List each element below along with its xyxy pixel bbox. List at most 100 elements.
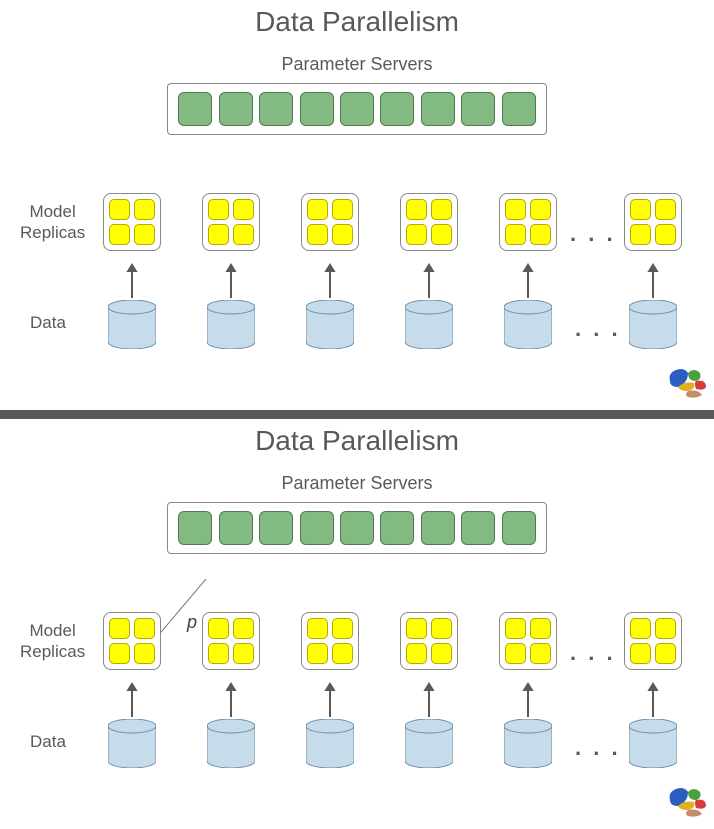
replica-cell [307,224,328,245]
replica-cell [655,618,676,639]
replica-cell [332,199,353,220]
data-arrow [419,682,439,722]
data-arrow [122,682,142,722]
data-arrow [643,682,663,722]
data-row-bottom: Data . . . [0,682,714,774]
replica-cell [530,224,551,245]
data-cylinder [306,719,354,773]
replica-cell [505,199,526,220]
replica-cell [332,618,353,639]
title-bottom: Data Parallelism [0,425,714,457]
model-replica [202,193,260,251]
model-replica [103,193,161,251]
param-server-box [461,92,495,126]
replica-cell [208,643,229,664]
data-cylinder [629,300,677,354]
param-server-box [502,511,536,545]
subtitle-bottom: Parameter Servers [0,473,714,494]
data-cylinder [405,300,453,354]
replica-cell [530,199,551,220]
replica-cell [134,199,155,220]
label-model-replicas-bottom: ModelReplicas [20,620,85,663]
replica-cell [505,224,526,245]
replica-cell [134,224,155,245]
replica-cell [332,643,353,664]
data-cylinder [504,719,552,773]
ellipsis: . . . [570,221,616,247]
replica-cell [208,618,229,639]
param-server-box [178,92,212,126]
model-replica [624,612,682,670]
data-row-top: Data . . . [0,263,714,355]
replica-cell [630,224,651,245]
param-server-box [340,92,374,126]
replica-cell [431,224,452,245]
replica-cell [208,224,229,245]
title-top: Data Parallelism [0,6,714,38]
replica-cell [406,643,427,664]
replica-cell [655,643,676,664]
replica-cell [655,224,676,245]
replica-cell [109,618,130,639]
panel-top: Data Parallelism Parameter Servers Model… [0,6,714,410]
model-replica [400,612,458,670]
brain-icon-bottom [664,784,710,825]
replica-cell [505,618,526,639]
replica-cell [655,199,676,220]
param-server-container-bottom [167,502,547,554]
data-cylinder [207,719,255,773]
replicas-row-top: ModelReplicas . . . [0,193,714,263]
data-cylinder [405,719,453,773]
replica-cell [530,643,551,664]
data-cylinder [207,300,255,354]
data-cylinder [306,300,354,354]
replica-cell [307,199,328,220]
model-replica [499,612,557,670]
replica-cell [208,199,229,220]
model-replica [624,193,682,251]
replica-cell [406,199,427,220]
replica-cell [233,618,254,639]
model-replica [400,193,458,251]
replica-cell [406,224,427,245]
replica-cell [134,618,155,639]
replica-cell [134,643,155,664]
replica-cell [406,618,427,639]
data-arrow [518,263,538,303]
replica-cell [109,199,130,220]
subtitle-top: Parameter Servers [0,54,714,75]
replica-cell [109,224,130,245]
replica-cell [505,643,526,664]
model-replica [202,612,260,670]
replica-cell [630,643,651,664]
model-replica [301,612,359,670]
ellipsis: . . . [570,640,616,666]
data-arrow [643,263,663,303]
data-cylinder [629,719,677,773]
param-server-box [219,92,253,126]
data-arrow [221,263,241,303]
param-server-box [300,511,334,545]
replica-cell [233,224,254,245]
replica-cell [109,643,130,664]
data-cylinder [108,300,156,354]
label-data-bottom: Data [30,731,66,752]
data-arrow [518,682,538,722]
data-cylinder [108,719,156,773]
replica-cell [233,199,254,220]
data-arrow [320,682,340,722]
replica-cell [307,618,328,639]
panel-bottom: Data Parallelism Parameter Servers p Mod… [0,425,714,829]
param-server-box [300,92,334,126]
brain-icon-top [664,365,710,406]
param-server-box [259,511,293,545]
param-server-box [340,511,374,545]
param-server-box [380,92,414,126]
data-arrow [221,682,241,722]
label-model-replicas-top: ModelReplicas [20,201,85,244]
param-server-box [421,511,455,545]
data-arrow [419,263,439,303]
ellipsis: . . . [575,735,621,761]
model-replica [301,193,359,251]
ellipsis: . . . [575,316,621,342]
